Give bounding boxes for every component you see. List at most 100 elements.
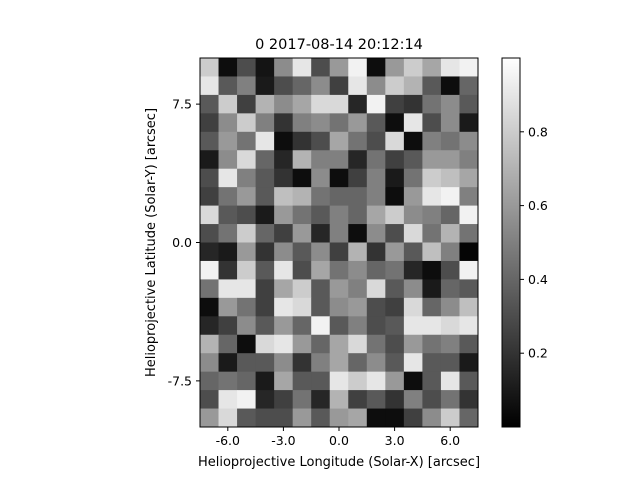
heatmap-cell: [255, 76, 275, 96]
heatmap-cell: [274, 371, 294, 391]
heatmap-cell: [292, 58, 312, 77]
heatmap-cell: [366, 113, 386, 133]
heatmap-cell: [274, 260, 294, 280]
heatmap-cell: [422, 334, 442, 354]
heatmap-cell: [311, 334, 331, 354]
heatmap-cell: [366, 371, 386, 391]
heatmap-cell: [459, 390, 479, 409]
heatmap-cell: [311, 168, 331, 188]
heatmap-cell: [440, 76, 460, 96]
heatmap-cell: [200, 242, 219, 262]
heatmap-cell: [292, 242, 312, 262]
heatmap-cells: [200, 58, 479, 428]
heatmap-cell: [200, 408, 219, 428]
heatmap-cell: [348, 297, 368, 317]
heatmap-cell: [329, 131, 349, 151]
heatmap-cell: [422, 58, 442, 77]
heatmap-cell: [274, 224, 294, 243]
heatmap-cell: [292, 279, 312, 299]
heatmap-cell: [218, 94, 238, 114]
heatmap-cell: [329, 371, 349, 391]
heatmap-cell: [459, 131, 479, 151]
heatmap-cell: [422, 113, 442, 133]
heatmap-cell: [237, 58, 256, 77]
heatmap-cell: [459, 297, 479, 317]
heatmap-cell: [218, 187, 238, 206]
heatmap-cell: [218, 316, 238, 336]
heatmap-cell: [440, 408, 460, 428]
heatmap-cell: [200, 316, 219, 336]
heatmap-cell: [440, 168, 460, 188]
heatmap-cell: [348, 131, 368, 151]
heatmap-cell: [366, 353, 386, 373]
heatmap-cell: [459, 260, 479, 280]
heatmap-cell: [422, 408, 442, 428]
heatmap-cell: [329, 279, 349, 299]
heatmap-cell: [237, 113, 256, 133]
heatmap-cell: [440, 297, 460, 317]
heatmap-cell: [237, 150, 256, 170]
x-tick-label: 6.0: [440, 433, 460, 448]
heatmap-cell: [218, 205, 238, 225]
heatmap-cell: [237, 408, 256, 428]
heatmap-cell: [329, 76, 349, 96]
y-axis-label: Helioprojective Latitude (Solar-Y) [arcs…: [144, 108, 159, 377]
heatmap-cell: [403, 113, 423, 133]
heatmap-cell: [274, 94, 294, 114]
heatmap-cell: [403, 168, 423, 188]
heatmap-cell: [311, 58, 331, 77]
heatmap-cell: [200, 76, 219, 96]
heatmap-cell: [255, 297, 275, 317]
heatmap-cell: [348, 390, 368, 409]
heatmap-cell: [403, 224, 423, 243]
heatmap-cell: [237, 168, 256, 188]
heatmap-cell: [292, 205, 312, 225]
heatmap-cell: [403, 131, 423, 151]
heatmap-cell: [274, 316, 294, 336]
heatmap-cell: [422, 242, 442, 262]
heatmap-cell: [292, 297, 312, 317]
heatmap-cell: [200, 334, 219, 354]
heatmap-cell: [255, 94, 275, 114]
heatmap-cell: [348, 94, 368, 114]
heatmap-cell: [329, 316, 349, 336]
heatmap-cell: [329, 58, 349, 77]
heatmap-cell: [329, 390, 349, 409]
heatmap-cell: [366, 334, 386, 354]
heatmap-cell: [274, 187, 294, 206]
heatmap-cell: [403, 150, 423, 170]
heatmap-cell: [329, 408, 349, 428]
heatmap-cell: [385, 316, 405, 336]
heatmap-cell: [311, 113, 331, 133]
heatmap-cell: [255, 168, 275, 188]
heatmap-cell: [218, 224, 238, 243]
heatmap-cell: [200, 94, 219, 114]
y-tick-label: 0.0: [172, 235, 192, 250]
heatmap-cell: [292, 316, 312, 336]
heatmap-cell: [292, 353, 312, 373]
heatmap-cell: [200, 58, 219, 77]
heatmap-cell: [348, 168, 368, 188]
heatmap-cell: [200, 131, 219, 151]
heatmap-cell: [348, 150, 368, 170]
heatmap-cell: [329, 297, 349, 317]
heatmap-cell: [440, 279, 460, 299]
heatmap-cell: [329, 187, 349, 206]
heatmap-cell: [218, 168, 238, 188]
heatmap-cell: [366, 408, 386, 428]
heatmap-cell: [385, 371, 405, 391]
heatmap-cell: [255, 131, 275, 151]
heatmap-cell: [422, 131, 442, 151]
heatmap-cell: [459, 316, 479, 336]
heatmap-cell: [200, 390, 219, 409]
heatmap-cell: [292, 76, 312, 96]
heatmap-cell: [255, 334, 275, 354]
heatmap-cell: [403, 390, 423, 409]
x-tick-label: 0.0: [329, 433, 349, 448]
heatmap-cell: [403, 187, 423, 206]
heatmap-cell: [366, 316, 386, 336]
heatmap-cell: [200, 279, 219, 299]
heatmap-cell: [274, 168, 294, 188]
heatmap-cell: [274, 58, 294, 77]
